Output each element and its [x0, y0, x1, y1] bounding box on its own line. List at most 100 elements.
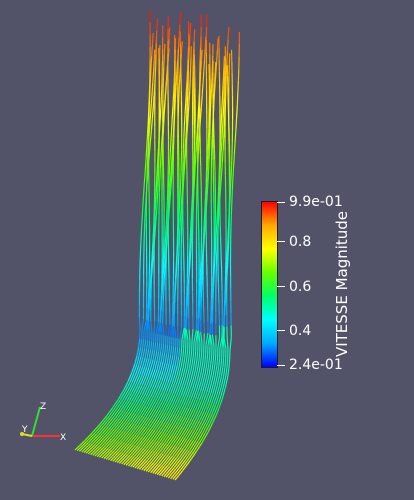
streamline-segment: [208, 373, 212, 384]
streamline-segment: [96, 425, 105, 435]
streamline-segment: [192, 369, 196, 380]
streamline-segment: [187, 59, 190, 72]
streamline-segment: [194, 165, 196, 179]
streamline-segment: [184, 407, 191, 418]
streamline-segment: [167, 445, 176, 456]
streamline-segment: [85, 444, 96, 454]
streamline-segment: [123, 401, 130, 411]
streamline-segment: [227, 246, 230, 258]
axis-z-line: [31, 406, 41, 437]
streamline-segment: [171, 414, 178, 424]
streamline-segment: [148, 407, 155, 418]
streamline-segment: [138, 415, 145, 426]
legend-label-0.8: 0.8: [289, 234, 312, 250]
streamline-segment: [135, 425, 144, 436]
streamline-segment: [178, 228, 181, 241]
streamline-segment: [220, 140, 223, 152]
streamline-segment: [121, 454, 131, 465]
streamline-segment: [163, 467, 173, 478]
streamline-segment: [189, 239, 192, 251]
streamline-segment: [214, 365, 218, 375]
streamline-segment: [149, 388, 156, 398]
streamline-segment: [125, 422, 133, 433]
streamline-segment: [168, 345, 171, 355]
streamline-segment: [190, 203, 193, 215]
streamline-segment: [175, 415, 182, 426]
streamline-segment: [122, 443, 132, 454]
streamline-segment: [116, 420, 125, 430]
streamline-segment: [140, 426, 148, 437]
streamline-segment: [193, 29, 196, 42]
streamline-segment: [165, 434, 173, 444]
streamline-segment: [141, 460, 151, 471]
streamline-segment: [166, 363, 170, 373]
streamline-segment: [204, 36, 207, 49]
streamline-segment: [133, 374, 139, 384]
streamline-segment: [172, 84, 175, 96]
streamline-segment: [183, 114, 186, 126]
legend-title: VITESSE Magnitude: [333, 210, 351, 358]
streamline-segment: [118, 442, 128, 453]
streamline-segment: [172, 326, 175, 338]
streamline-segment: [173, 72, 176, 85]
streamline-segment: [140, 231, 142, 244]
streamline-segment: [180, 191, 183, 205]
streamline-segment: [182, 438, 190, 449]
streamline-segment: [151, 254, 154, 266]
streamline-segment: [179, 184, 182, 197]
streamline-segment: [211, 414, 217, 425]
streamline-segment: [164, 353, 168, 363]
streamline-segment: [168, 393, 174, 403]
streamline-segment: [174, 356, 178, 366]
streamline-segment: [114, 452, 124, 463]
streamline-segment: [149, 129, 153, 141]
streamline-segment: [106, 428, 116, 438]
streamline-segment: [222, 325, 225, 338]
streamline-segment: [129, 413, 137, 423]
streamline-segment: [184, 428, 192, 439]
streamline-segment: [209, 414, 215, 424]
streamline-segment: [138, 338, 141, 348]
streamline-segment: [203, 60, 206, 73]
streamline-segment: [216, 375, 220, 386]
streamline-segment: [149, 140, 152, 152]
streamline-segment: [172, 355, 176, 365]
streamline-segment: [160, 361, 164, 372]
streamline-segment: [224, 358, 227, 368]
streamline-segment: [143, 406, 151, 417]
streamline-segment: [187, 113, 189, 125]
streamline-segment: [190, 369, 194, 379]
streamline-segment: [100, 426, 109, 436]
streamline-segment: [184, 349, 187, 359]
streamline-segment: [194, 389, 200, 400]
streamline-segment: [127, 456, 138, 467]
streamline-segment: [138, 347, 142, 357]
streamline-segment: [156, 199, 158, 211]
streamline-segment: [161, 443, 169, 454]
streamline-segment: [103, 449, 113, 460]
streamline-segment: [158, 465, 168, 476]
streamline-segment: [163, 249, 166, 262]
streamline-segment: [192, 180, 194, 192]
streamline-segment: [154, 420, 162, 430]
streamline-segment: [178, 366, 182, 376]
streamline-segment: [159, 400, 166, 411]
streamline-segment: [146, 157, 149, 169]
streamline-segment: [176, 347, 179, 357]
streamline-segment: [214, 375, 218, 385]
streamline-segment: [194, 360, 198, 371]
streamline-segment: [148, 299, 151, 311]
streamline-segment: [222, 357, 225, 368]
streamline-segment: [112, 398, 120, 408]
streamline-segment: [107, 439, 117, 450]
streamline-segment: [172, 394, 178, 404]
streamline-segment: [198, 305, 201, 319]
streamline-segment: [178, 405, 184, 416]
streamline-segment: [188, 91, 191, 103]
streamline-segment: [165, 212, 168, 225]
streamline-segment: [200, 362, 204, 372]
streamline-segment: [196, 351, 199, 362]
streamline-segment: [137, 426, 146, 436]
streamline-segment: [190, 388, 196, 399]
